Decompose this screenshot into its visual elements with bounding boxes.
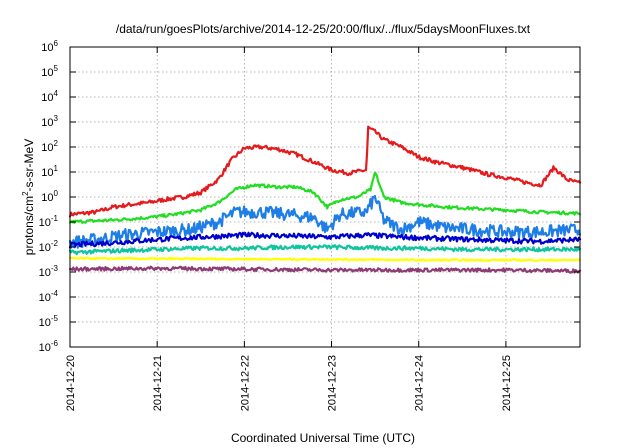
chart-title: /data/run/goesPlots/archive/2014-12-25/2… <box>116 22 531 36</box>
x-tick-label: 2014-12-22 <box>239 355 251 411</box>
y-tick-label: 10-4 <box>39 289 59 304</box>
y-tick-exponent: -5 <box>51 314 59 323</box>
y-tick-label: 10-5 <box>39 314 59 329</box>
y-tick-base: 10 <box>39 342 51 354</box>
y-tick-label: 10-3 <box>39 264 59 279</box>
y-tick-exponent: 6 <box>54 39 59 48</box>
y-tick-label: 102 <box>41 139 58 154</box>
y-tick-exponent: 4 <box>54 89 59 98</box>
y-tick-base: 10 <box>39 317 51 329</box>
y-tick-exponent: 3 <box>54 114 59 123</box>
series-line <box>68 231 582 249</box>
x-tick-label: 2014-12-23 <box>327 355 339 411</box>
y-tick-exponent: -6 <box>51 339 59 348</box>
y-tick-base: 10 <box>41 92 53 104</box>
series-line <box>68 244 582 256</box>
x-axis: 2014-12-20 2014-12-21 2014-12-22 2014-12-23… <box>65 47 513 411</box>
y-tick-exponent: -4 <box>51 289 59 298</box>
y-tick-base: 10 <box>41 67 53 79</box>
y-tick-base: 10 <box>41 192 53 204</box>
y-tick-label: 103 <box>41 114 58 129</box>
y-axis: 10-610-510-410-310-210-11001011021031041… <box>39 39 580 354</box>
y-tick-label: 10-1 <box>39 214 59 229</box>
series-layer <box>68 125 582 274</box>
y-tick-label: 106 <box>41 39 58 54</box>
y-tick-base: 10 <box>41 42 53 54</box>
y-tick-label: 10-6 <box>39 339 59 354</box>
series-line <box>68 171 582 224</box>
x-tick-label: 2014-12-25 <box>501 355 513 411</box>
y-tick-label: 100 <box>41 189 58 204</box>
y-tick-exponent: 2 <box>54 139 59 148</box>
y-tick-base: 10 <box>41 167 53 179</box>
y-tick-label: 105 <box>41 64 58 79</box>
y-tick-base: 10 <box>39 267 51 279</box>
y-tick-base: 10 <box>39 242 51 254</box>
y-tick-base: 10 <box>39 217 51 229</box>
y-axis-label-rest: -s-sr-MeV <box>22 139 36 192</box>
y-tick-exponent: 1 <box>54 164 59 173</box>
y-tick-exponent: 0 <box>54 189 59 198</box>
series-line <box>68 194 582 249</box>
y-tick-label: 101 <box>41 164 58 179</box>
grid <box>70 47 580 347</box>
x-axis-label: Coordinated Universal Time (UTC) <box>231 431 415 445</box>
series-line <box>68 256 582 262</box>
y-tick-base: 10 <box>41 142 53 154</box>
y-tick-exponent: -1 <box>51 214 59 223</box>
y-tick-label: 104 <box>41 89 58 104</box>
y-axis-label-base: protons/cm <box>22 196 36 255</box>
series-line <box>68 125 582 218</box>
y-tick-exponent: 5 <box>54 64 59 73</box>
y-axis-label: protons/cm2-s-sr-MeV <box>21 139 36 255</box>
series-line <box>68 265 582 274</box>
y-tick-base: 10 <box>39 292 51 304</box>
y-axis-label-sup: 2 <box>21 191 30 196</box>
y-tick-base: 10 <box>41 117 53 129</box>
x-tick-label: 2014-12-21 <box>152 355 164 411</box>
x-tick-label: 2014-12-24 <box>414 355 426 411</box>
y-tick-exponent: -3 <box>51 264 59 273</box>
y-tick-label: 10-2 <box>39 239 59 254</box>
x-tick-label: 2014-12-20 <box>65 355 77 411</box>
y-tick-exponent: -2 <box>51 239 59 248</box>
